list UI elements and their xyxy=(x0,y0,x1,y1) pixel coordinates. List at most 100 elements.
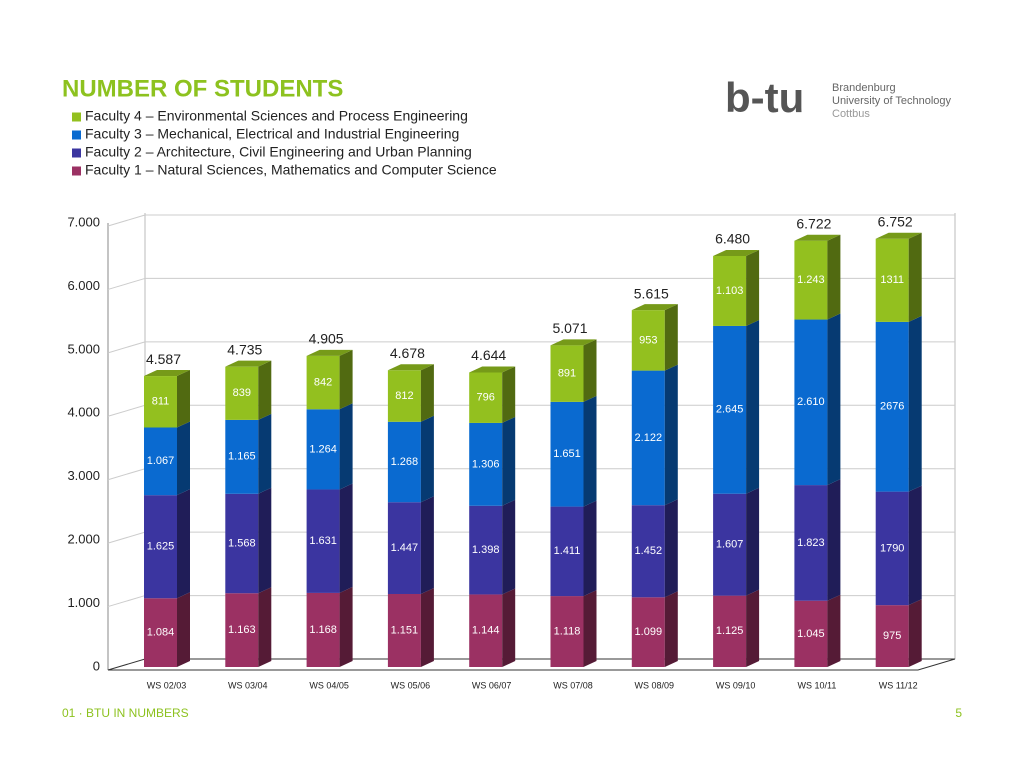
grid-depth xyxy=(107,341,146,354)
x-tick-label: WS 06/07 xyxy=(472,680,512,690)
legend-swatch xyxy=(72,148,81,158)
value-label: 1.568 xyxy=(228,537,256,549)
bar-segment xyxy=(550,345,584,402)
bar-side xyxy=(177,489,190,599)
bar-segment xyxy=(144,598,177,667)
value-label: 1.045 xyxy=(797,628,825,640)
bar-segment xyxy=(875,605,909,667)
legend-label: Faculty 3 – Mechanical, Electrical and I… xyxy=(85,126,459,142)
bar-side xyxy=(664,591,678,667)
logo: b-tu Brandenburg University of Technolog… xyxy=(725,74,952,121)
logo-text: Brandenburg xyxy=(832,82,896,94)
value-label: 812 xyxy=(395,390,413,402)
value-label: 1.651 xyxy=(553,448,581,460)
value-label: 1.125 xyxy=(716,625,744,637)
bar-side xyxy=(583,590,597,667)
bar-segment xyxy=(713,595,747,667)
value-label: 1.067 xyxy=(147,455,175,467)
y-tick-label: 6.000 xyxy=(67,278,100,293)
bar-segment xyxy=(631,597,665,667)
value-label: 1.452 xyxy=(635,545,663,557)
chart-title: NUMBER OF STUDENTS xyxy=(62,75,343,102)
value-label: 1.268 xyxy=(391,456,419,468)
value-label: 1.625 xyxy=(147,541,175,553)
bar-side xyxy=(746,589,760,667)
value-label: 1.823 xyxy=(797,537,825,549)
total-label: 4.735 xyxy=(227,341,262,357)
grid-depth xyxy=(107,531,146,544)
bar-side xyxy=(502,416,516,506)
bar-segment xyxy=(387,370,421,422)
value-label: 1.411 xyxy=(554,545,581,557)
bar-segment xyxy=(875,321,909,492)
bar-top xyxy=(306,349,353,356)
bar-side xyxy=(908,232,922,322)
bar-segment xyxy=(144,495,177,599)
bar-side xyxy=(664,364,678,506)
total-label: 5.615 xyxy=(634,286,669,302)
bar-side xyxy=(908,315,922,492)
bar-side xyxy=(502,588,516,667)
x-tick-label: WS 09/10 xyxy=(716,680,756,690)
grid-depth xyxy=(107,404,146,417)
bar-segment xyxy=(631,370,665,506)
y-tick-label: 5.000 xyxy=(67,341,100,356)
value-label: 1.607 xyxy=(716,539,744,551)
bar-segment xyxy=(794,485,828,601)
bar-segment xyxy=(550,506,584,597)
total-label: 4.587 xyxy=(146,351,181,367)
bar-side xyxy=(746,319,760,494)
total-label: 4.644 xyxy=(471,347,506,363)
bar-side xyxy=(420,415,434,503)
logo-mark: b-tu xyxy=(725,74,804,121)
value-label: 1790 xyxy=(880,542,904,554)
x-tick-label: WS 03/04 xyxy=(228,680,268,690)
value-label: 1.447 xyxy=(391,542,419,554)
bar-segment xyxy=(550,596,584,667)
bar-top xyxy=(387,364,434,371)
bar-segment xyxy=(387,593,421,667)
x-tick-label: WS 10/11 xyxy=(797,680,836,690)
bar-side xyxy=(420,587,434,667)
y-tick-label: 1.000 xyxy=(67,595,100,610)
bar-segment xyxy=(225,493,259,594)
bar-side xyxy=(746,249,760,326)
bar-side xyxy=(177,592,190,667)
bar-segment xyxy=(306,592,340,667)
bar-top xyxy=(550,339,597,346)
legend-label: Faculty 1 – Natural Sciences, Mathematic… xyxy=(85,162,497,178)
value-label: 1.099 xyxy=(635,626,663,638)
bar-side xyxy=(339,403,353,490)
bar-segment xyxy=(794,600,828,667)
bar-side xyxy=(827,594,841,667)
bar-segment xyxy=(713,255,747,326)
bar-segment xyxy=(225,593,259,667)
bar-side xyxy=(258,587,272,667)
bar-segment xyxy=(631,310,665,371)
value-label: 1.084 xyxy=(147,627,175,639)
x-tick-label: WS 04/05 xyxy=(309,680,349,690)
bar-segment xyxy=(306,409,340,490)
grid-depth xyxy=(107,468,146,481)
value-label: 953 xyxy=(639,334,657,346)
value-label: 1.163 xyxy=(228,624,256,636)
bar-side xyxy=(583,395,597,507)
bar-segment xyxy=(794,319,828,486)
footer-section: 01 · BTU IN NUMBERS xyxy=(62,706,189,720)
x-tick-label: WS 08/09 xyxy=(635,680,675,690)
legend-swatch xyxy=(72,166,81,176)
page-number: 5 xyxy=(955,706,962,720)
bar-segment xyxy=(550,401,584,507)
bar-side xyxy=(746,487,760,596)
bar-side xyxy=(420,364,434,422)
value-label: 2.645 xyxy=(716,404,744,416)
bar-side xyxy=(420,496,434,594)
bar-segment xyxy=(631,505,665,598)
value-label: 1.398 xyxy=(472,544,500,556)
value-label: 1.144 xyxy=(472,625,500,637)
logo-text: Cottbus xyxy=(832,108,870,120)
bar-side xyxy=(583,339,597,402)
bar-segment xyxy=(306,489,340,593)
bar-side xyxy=(583,500,597,597)
bar-segment xyxy=(794,240,828,320)
